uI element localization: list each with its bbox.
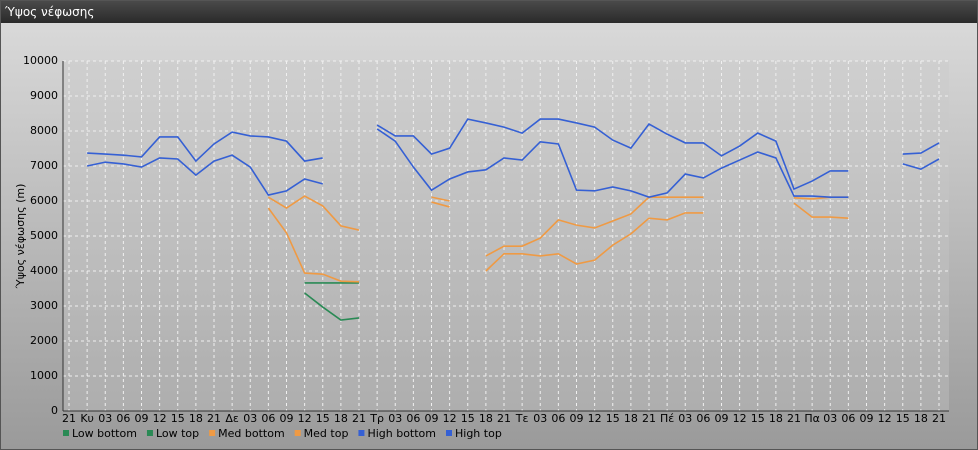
- y-tick-label: 2000: [30, 334, 58, 347]
- x-tick-label: 12: [588, 412, 602, 425]
- x-tick-label: Κυ: [80, 412, 94, 425]
- x-tick-label: 18: [769, 412, 783, 425]
- series-line: [87, 118, 940, 191]
- x-tick-label: 21: [207, 412, 221, 425]
- x-tick-label: 15: [171, 412, 185, 425]
- x-tick-label: 18: [914, 412, 928, 425]
- y-axis-label: Ύψος νέφωσης (m): [14, 184, 27, 290]
- y-tick-label: 8000: [30, 124, 58, 137]
- y-tick-label: 10000: [23, 54, 58, 67]
- legend-swatch: [446, 430, 452, 436]
- x-tick-label: 03: [678, 412, 692, 425]
- y-tick-label: 3000: [30, 299, 58, 312]
- x-tick-label: 18: [479, 412, 493, 425]
- x-tick-label: Τε: [515, 412, 529, 425]
- title-bar: Ύψος νέφωσης: [1, 1, 977, 23]
- x-tick-label: 09: [135, 412, 149, 425]
- x-tick-label: 03: [533, 412, 547, 425]
- x-tick-label: 21: [642, 412, 656, 425]
- x-tick-label: 21: [352, 412, 366, 425]
- x-tick-label: 03: [243, 412, 257, 425]
- x-tick-label: 03: [98, 412, 112, 425]
- x-tick-label: Πέ: [660, 412, 674, 425]
- x-tick-label: 09: [860, 412, 874, 425]
- legend-label: High top: [455, 427, 502, 440]
- legend-swatch: [146, 430, 153, 436]
- x-tick-label: 03: [388, 412, 402, 425]
- x-tick-label: Πα: [804, 412, 820, 425]
- series-line: [304, 292, 360, 321]
- x-tick-label: 21: [62, 412, 76, 425]
- x-tick-label: Τρ: [369, 412, 384, 425]
- chart-title: Ύψος νέφωσης: [5, 5, 95, 19]
- x-tick-label: 12: [298, 412, 312, 425]
- x-tick-label: 18: [189, 412, 203, 425]
- x-tick-label: 06: [406, 412, 420, 425]
- x-tick-label: 12: [878, 412, 892, 425]
- y-tick-label: 0: [51, 404, 58, 417]
- x-tick-label: 15: [896, 412, 910, 425]
- x-tick-label: 21: [932, 412, 946, 425]
- legend-swatch: [209, 430, 216, 436]
- x-tick-label: 15: [751, 412, 765, 425]
- legend-label: Med top: [304, 427, 349, 440]
- legend-label: Med bottom: [218, 427, 285, 440]
- legend-label: Low bottom: [72, 427, 137, 440]
- x-tick-label: 15: [606, 412, 620, 425]
- legend-swatch: [358, 430, 365, 436]
- x-tick-label: 21: [787, 412, 801, 425]
- x-tick-label: 09: [425, 412, 439, 425]
- x-tick-label: 06: [841, 412, 855, 425]
- x-tick-label: 18: [624, 412, 638, 425]
- series-line: [86, 128, 940, 198]
- x-tick-label: 12: [153, 412, 167, 425]
- legend-swatch: [63, 430, 69, 436]
- x-tick-label: 21: [497, 412, 511, 425]
- x-tick-label: 09: [715, 412, 729, 425]
- y-tick-label: 5000: [30, 229, 58, 242]
- legend-label: Low top: [156, 427, 199, 440]
- series-line: [267, 195, 849, 257]
- y-tick-label: 4000: [30, 264, 58, 277]
- x-tick-label: 03: [823, 412, 837, 425]
- x-tick-label: 09: [570, 412, 584, 425]
- y-tick-label: 1000: [30, 369, 58, 382]
- legend-swatch: [294, 430, 301, 436]
- x-tick-label: 09: [280, 412, 294, 425]
- x-tick-label: 06: [696, 412, 710, 425]
- x-tick-label: 12: [443, 412, 457, 425]
- x-tick-label: 15: [316, 412, 330, 425]
- x-tick-label: 06: [551, 412, 565, 425]
- y-tick-label: 7000: [30, 159, 58, 172]
- y-tick-label: 9000: [30, 89, 58, 102]
- x-tick-label: Δε: [225, 412, 239, 425]
- x-tick-label: 06: [261, 412, 275, 425]
- x-tick-label: 06: [116, 412, 130, 425]
- x-tick-label: 18: [334, 412, 348, 425]
- x-tick-label: 12: [733, 412, 747, 425]
- x-tick-label: 15: [461, 412, 475, 425]
- legend-label: High bottom: [367, 427, 436, 440]
- series-line: [267, 201, 849, 283]
- y-tick-label: 6000: [30, 194, 58, 207]
